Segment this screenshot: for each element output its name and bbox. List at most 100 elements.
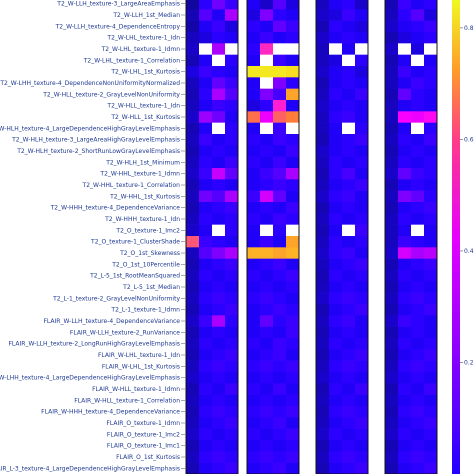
row-label: FLAIR_W-LHL_texture-1_Idn: [98, 352, 180, 359]
row-label: T2_L-1_texture-1_Idmn: [110, 307, 180, 314]
heatmap-cell: [329, 440, 343, 452]
heatmap-cell: [316, 292, 330, 305]
heatmap-cell: [286, 372, 300, 384]
heatmap-cell: [225, 451, 239, 463]
row-label: T2_W-HLL_1st_Kurtosis: [110, 114, 180, 121]
heatmap-cell: [316, 462, 330, 474]
heatmap-cell: [329, 236, 343, 248]
heatmap-cell: [247, 20, 261, 33]
heatmap-cell: [273, 406, 287, 418]
row-label: T2_W-LLH_texture-3_LargeAreaEmphasis: [56, 1, 180, 8]
heatmap-cell: [225, 0, 239, 10]
heatmap-cell: [260, 77, 274, 89]
heatmap-cell: [273, 111, 287, 123]
heatmap-cell: [286, 0, 300, 10]
heatmap-cell: [424, 190, 438, 203]
heatmap-cell: [260, 292, 274, 305]
heatmap-cell: [273, 145, 287, 157]
heatmap-cell: [411, 372, 425, 384]
heatmap-cell: [247, 179, 261, 191]
heatmap-cell: [225, 247, 239, 259]
heatmap-cell: [199, 394, 213, 407]
heatmap-cell: [186, 100, 200, 112]
heatmap-cell: [273, 236, 287, 248]
heatmap-cell: [247, 440, 261, 452]
heatmap-cell: [186, 202, 200, 214]
heatmap-cell: [398, 224, 412, 237]
heatmap-cell: [247, 66, 261, 78]
heatmap-cell: [199, 428, 213, 441]
heatmap-cell: [329, 360, 343, 373]
heatmap-cell: [424, 428, 438, 441]
heatmap-cell: [329, 168, 343, 180]
heatmap-cell: [186, 451, 200, 463]
heatmap-cell: [355, 100, 369, 112]
heatmap-cell: [212, 236, 226, 248]
heatmap-cell: [286, 304, 300, 316]
heatmap-cell: [260, 156, 274, 169]
heatmap-cell: [385, 406, 399, 418]
heatmap-cell: [329, 179, 343, 191]
heatmap-cell: [225, 134, 239, 146]
heatmap-cell: [398, 9, 412, 21]
heatmap-cell: [355, 462, 369, 474]
heatmap-cell: [411, 281, 425, 293]
heatmap-cell: [260, 145, 274, 157]
heatmap-cell: [398, 145, 412, 157]
heatmap-cell: [247, 383, 261, 395]
heatmap-cell: [260, 0, 274, 10]
heatmap-cell: [286, 360, 300, 373]
heatmap-cell: [212, 406, 226, 418]
heatmap-cell: [199, 202, 213, 214]
heatmap-cell: [316, 156, 330, 169]
heatmap-cell: [411, 394, 425, 407]
heatmap-cell: [424, 247, 438, 259]
heatmap-cell: [273, 122, 287, 135]
heatmap-cell: [424, 145, 438, 157]
heatmap-cell: [260, 383, 274, 395]
heatmap-cell: [260, 202, 274, 214]
heatmap-cell: [316, 88, 330, 101]
heatmap-cell: [212, 179, 226, 191]
heatmap-cell: [316, 0, 330, 10]
heatmap-cell: [273, 417, 287, 429]
heatmap-cell: [186, 179, 200, 191]
heatmap-cell: [385, 247, 399, 259]
heatmap-cell: [342, 360, 356, 373]
heatmap-cell: [199, 190, 213, 203]
heatmap-cell: [186, 145, 200, 157]
heatmap-cell: [273, 134, 287, 146]
heatmap-cell: [424, 326, 438, 339]
heatmap-cell: [411, 100, 425, 112]
heatmap-cell: [411, 168, 425, 180]
heatmap-cell: [273, 100, 287, 112]
heatmap-cell: [186, 236, 200, 248]
heatmap-cell: [342, 20, 356, 33]
heatmap-cell: [316, 54, 330, 67]
row-label: T2_W-HHL_texture-1_Idmn: [99, 171, 180, 178]
heatmap-cell: [385, 202, 399, 214]
heatmap-cell: [355, 292, 369, 305]
heatmap-cell: [199, 32, 213, 44]
heatmap-cell: [186, 270, 200, 282]
heatmap-cell: [199, 236, 213, 248]
heatmap-cell: [247, 428, 261, 441]
heatmap-cell: [329, 20, 343, 33]
row-label: FLAIR_W-HLL_texture-1_Idmn: [92, 386, 180, 393]
heatmap-cell: [398, 281, 412, 293]
heatmap-cell: [186, 383, 200, 395]
heatmap-cell: [199, 440, 213, 452]
heatmap-cell: [424, 315, 438, 327]
heatmap-cell: [411, 213, 425, 225]
heatmap-cell: [424, 156, 438, 169]
heatmap-cell: [247, 417, 261, 429]
heatmap-cell: [212, 0, 226, 10]
heatmap-cell: [342, 134, 356, 146]
heatmap-cell: [225, 258, 239, 271]
heatmap-cell: [212, 258, 226, 271]
heatmap-cell: [247, 349, 261, 361]
heatmap-cell: [398, 236, 412, 248]
row-label: T2_W-LHL_texture-1_Idn: [106, 35, 180, 42]
heatmap-cell: [186, 156, 200, 169]
heatmap-cell: [424, 179, 438, 191]
